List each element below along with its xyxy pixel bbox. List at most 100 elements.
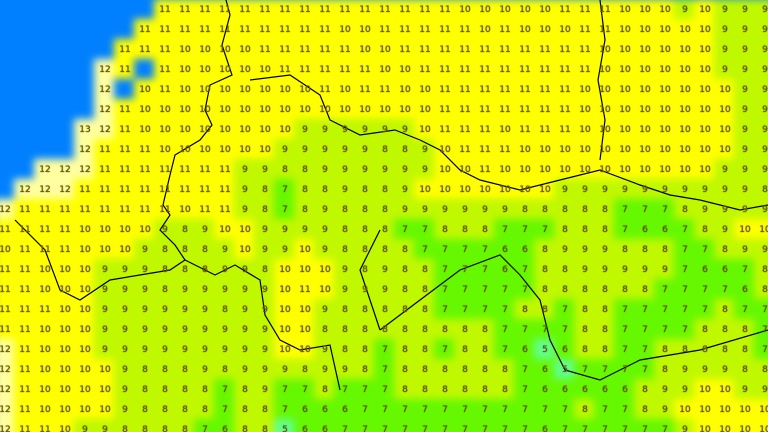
temperature-value: 8 (582, 325, 588, 335)
grid-cell (534, 0, 556, 21)
temperature-value: 8 (482, 225, 488, 235)
grid-cell (334, 79, 356, 101)
temperature-value: 8 (422, 305, 428, 315)
temperature-value: 9 (202, 325, 208, 335)
grid-cell (474, 99, 496, 121)
temperature-value: 11 (59, 225, 71, 235)
temperature-value: 11 (319, 65, 331, 75)
temperature-value: 7 (642, 365, 648, 375)
temperature-value: 8 (242, 405, 248, 415)
temperature-value: 10 (619, 105, 631, 115)
temperature-value: 11 (459, 145, 471, 155)
temperature-value: 11 (199, 205, 211, 215)
temperature-value: 10 (599, 65, 611, 75)
temperature-value: 10 (459, 165, 471, 175)
temperature-value: 9 (742, 85, 748, 95)
temperature-value: 9 (602, 245, 608, 255)
temperature-value: 7 (542, 325, 548, 335)
temperature-value: 10 (279, 85, 291, 95)
temperature-value: 8 (422, 265, 428, 275)
temperature-value: 11 (119, 105, 131, 115)
temperature-value: 8 (182, 265, 188, 275)
temperature-value: 8 (402, 305, 408, 315)
temperature-value: 8 (662, 245, 668, 255)
temperature-value: 11 (219, 185, 231, 195)
temperature-value: 7 (462, 285, 468, 295)
temperature-value: 7 (582, 365, 588, 375)
grid-cell (0, 79, 16, 101)
grid-cell (174, 79, 196, 101)
grid-cell (694, 119, 716, 141)
temperature-value: 11 (499, 85, 511, 95)
grid-cell (574, 119, 596, 141)
temperature-value: 8 (342, 345, 348, 355)
temperature-value: 11 (139, 165, 151, 175)
grid-cell (74, 39, 96, 61)
temperature-value: 9 (402, 165, 408, 175)
grid-cell (554, 99, 576, 121)
temperature-value: 9 (702, 365, 708, 375)
grid-cell (674, 39, 696, 61)
temperature-value: 9 (342, 145, 348, 155)
temperature-value: 7 (702, 305, 708, 315)
temperature-value: 7 (442, 305, 448, 315)
temperature-value: 8 (402, 265, 408, 275)
temperature-value: 8 (582, 405, 588, 415)
temperature-value: 8 (642, 285, 648, 295)
temperature-value: 9 (682, 425, 688, 432)
temperature-value: 10 (499, 165, 511, 175)
temperature-value: 10 (139, 225, 151, 235)
temperature-value: 11 (579, 5, 591, 15)
temperature-value: 10 (0, 245, 11, 255)
grid-cell (74, 79, 96, 101)
temperature-value: 8 (702, 325, 708, 335)
grid-cell (74, 139, 96, 161)
temperature-value: 7 (662, 305, 668, 315)
temperature-value: 10 (39, 265, 51, 275)
temperature-value: 10 (659, 5, 671, 15)
grid-cell (314, 79, 336, 101)
temperature-value: 9 (302, 125, 308, 135)
temperature-value: 9 (102, 285, 108, 295)
temperature-value: 9 (762, 165, 768, 175)
grid-cell (194, 119, 216, 141)
temperature-value: 10 (719, 145, 731, 155)
grid-cell (154, 0, 176, 21)
grid-cell (254, 59, 276, 81)
temperature-value: 11 (259, 25, 271, 35)
temperature-value: 9 (262, 285, 268, 295)
temperature-value: 11 (219, 5, 231, 15)
temperature-value: 10 (419, 85, 431, 95)
temperature-value: 8 (362, 245, 368, 255)
temperature-value: 9 (282, 225, 288, 235)
temperature-value: 10 (99, 365, 111, 375)
temperature-value: 6 (522, 245, 528, 255)
grid-cell (314, 59, 336, 81)
grid-cell (574, 99, 596, 121)
temperature-value: 7 (502, 225, 508, 235)
temperature-value: 8 (742, 325, 748, 335)
temperature-value: 11 (499, 105, 511, 115)
grid-cell (494, 59, 516, 81)
temperature-value: 6 (542, 385, 548, 395)
temperature-value: 7 (402, 225, 408, 235)
grid-cell (234, 79, 256, 101)
temperature-value: 8 (662, 365, 668, 375)
temperature-value: 7 (462, 305, 468, 315)
grid-cell (254, 19, 276, 41)
grid-cell (714, 119, 736, 141)
temperature-value: 8 (602, 305, 608, 315)
grid-cell (574, 39, 596, 61)
temperature-value: 10 (439, 185, 451, 195)
temperature-value: 11 (39, 305, 51, 315)
grid-cell (654, 19, 676, 41)
grid-cell (394, 99, 416, 121)
grid-cell (434, 119, 456, 141)
temperature-value: 7 (362, 405, 368, 415)
grid-cell (234, 0, 256, 21)
grid-cell (454, 79, 476, 101)
temperature-value: 10 (459, 185, 471, 195)
temperature-value: 7 (742, 265, 748, 275)
temperature-value: 10 (599, 145, 611, 155)
temperature-value: 8 (362, 185, 368, 195)
